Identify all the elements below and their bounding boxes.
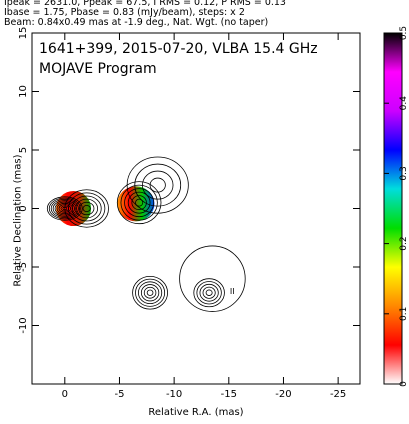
y-axis-label: Relative Declination (mas): [12, 154, 24, 287]
y-tick-label: -5: [18, 262, 29, 272]
header-line-1: Ipeak = 2631.0, Ppeak = 67.5, I RMS = 0.…: [4, 0, 286, 8]
contour-core: [56, 202, 73, 215]
x-tick-label: -10: [166, 389, 182, 400]
contour-component-II: [193, 278, 225, 308]
plot-subtitle: MOJAVE Program: [37, 61, 159, 77]
contour-inner-jet: [68, 192, 106, 225]
contour-inner-jet: [64, 189, 109, 228]
colorbar-tick-label: 0.2: [399, 236, 409, 250]
contour-core: [52, 200, 77, 217]
y-tick-label: 15: [18, 27, 29, 40]
colorbar-tick-label: 0.1: [399, 307, 409, 321]
contour-extended-knot: [134, 163, 182, 207]
plot-area: II: [46, 156, 246, 312]
contour-jet-knot: [124, 188, 155, 218]
contour-core: [54, 201, 75, 216]
contour-core: [46, 196, 83, 221]
y-tick-label: 10: [18, 85, 29, 98]
contour-component-II: [205, 289, 213, 296]
contour-jet-knot: [131, 195, 147, 211]
colorbar: [383, 32, 403, 385]
x-tick-label: -20: [275, 389, 291, 400]
plot-title: 1641+399, 2015-07-20, VLBA 15.4 GHz: [37, 41, 320, 57]
contour-core: [58, 204, 72, 213]
contour-component-8: [140, 284, 160, 302]
header-line-2: Ibase = 1.75, Pbase = 0.83 (mJy/beam), s…: [4, 7, 245, 18]
contour-component-8: [143, 286, 157, 299]
y-tick-label: 5: [18, 147, 29, 153]
contour-inner-jet: [78, 201, 95, 216]
contour-inner-jet: [71, 195, 102, 222]
header-line-3: Beam: 0.84x0.49 mas at -1.9 deg., Nat. W…: [4, 17, 269, 28]
contour-jet-knot: [127, 191, 151, 214]
contour-component-II: [202, 286, 216, 299]
contour-component-8: [132, 275, 168, 310]
colorbar-tick-label: 0: [399, 381, 409, 387]
contour-core: [50, 198, 79, 218]
colorbar-tick-label: 0.4: [399, 96, 409, 111]
contour-extended-knot: [142, 170, 174, 200]
contour-core: [48, 197, 81, 220]
contour-inner-jet: [75, 198, 98, 219]
x-tick-label: -25: [330, 389, 346, 400]
contour-jet-knot: [135, 198, 144, 207]
contour-component-II: [196, 281, 222, 305]
x-tick-label: -15: [221, 389, 237, 400]
component-label: II: [230, 287, 235, 296]
y-tick-label: -10: [18, 317, 29, 333]
contour-halo-II: [179, 245, 246, 312]
colorbar-tick-label: 0.5: [399, 26, 409, 40]
contour-component-8: [138, 281, 163, 305]
colorbar-tick-label: 0.3: [399, 166, 409, 180]
y-tick-label: 0: [18, 205, 29, 211]
contour-extended-knot: [149, 177, 166, 193]
x-axis-label: Relative R.A. (mas): [148, 407, 244, 418]
contour-jet-knot: [120, 184, 158, 221]
x-tick-label: 0: [62, 389, 68, 400]
contour-component-8: [135, 278, 166, 307]
contour-component-8: [146, 289, 154, 296]
contour-extended-knot: [126, 156, 189, 214]
contour-inner-jet: [82, 204, 91, 213]
contour-jet-knot: [116, 181, 162, 225]
contour-component-II: [199, 283, 219, 302]
x-tick-label: -5: [114, 389, 124, 400]
